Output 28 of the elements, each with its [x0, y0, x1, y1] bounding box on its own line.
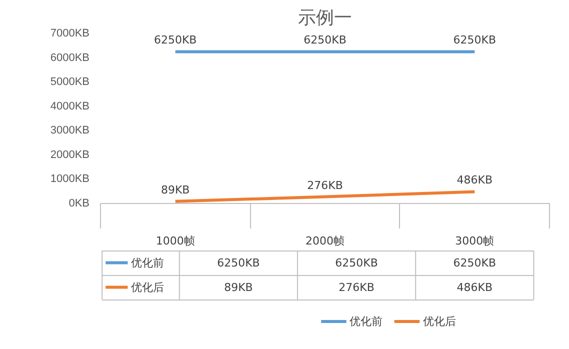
data-label: 6250KB [217, 256, 260, 270]
y-tick-label: 5000KB [50, 76, 90, 88]
y-tick-label: 3000KB [50, 124, 90, 137]
x-tick-label: 2000帧 [306, 234, 345, 248]
text: 6250KB [304, 34, 346, 47]
data-label: 486KB [456, 280, 493, 294]
data-label: 6250KB [453, 256, 496, 270]
legend-label: 优化后 [130, 280, 164, 294]
y-tick-label: 2000KB [50, 148, 90, 161]
text: 6250KB [154, 34, 197, 47]
data-label: 89KB [224, 280, 253, 294]
text: 89KB [160, 183, 190, 196]
y-tick-label: 7000KB [50, 28, 90, 40]
text: 优化后 [422, 315, 456, 328]
x-tick-label: 3000帧 [455, 234, 494, 248]
data-label: 6250KB [335, 256, 378, 270]
y-tick-label: 0KB [68, 198, 90, 210]
y-tick-label: 6000KB [50, 52, 90, 64]
data-label: 276KB [338, 280, 374, 294]
y-tick-label: 1000KB [50, 173, 90, 186]
text: 6250KB [453, 34, 496, 47]
text: 276KB [307, 178, 343, 192]
legend-label: 优化前 [130, 256, 164, 270]
x-tick-label: 1000帧 [156, 234, 195, 248]
text: 优化前 [350, 315, 383, 328]
text: 486KB [456, 174, 493, 187]
chart-title: 示例一 [298, 8, 352, 28]
y-tick-label: 4000KB [50, 100, 90, 112]
